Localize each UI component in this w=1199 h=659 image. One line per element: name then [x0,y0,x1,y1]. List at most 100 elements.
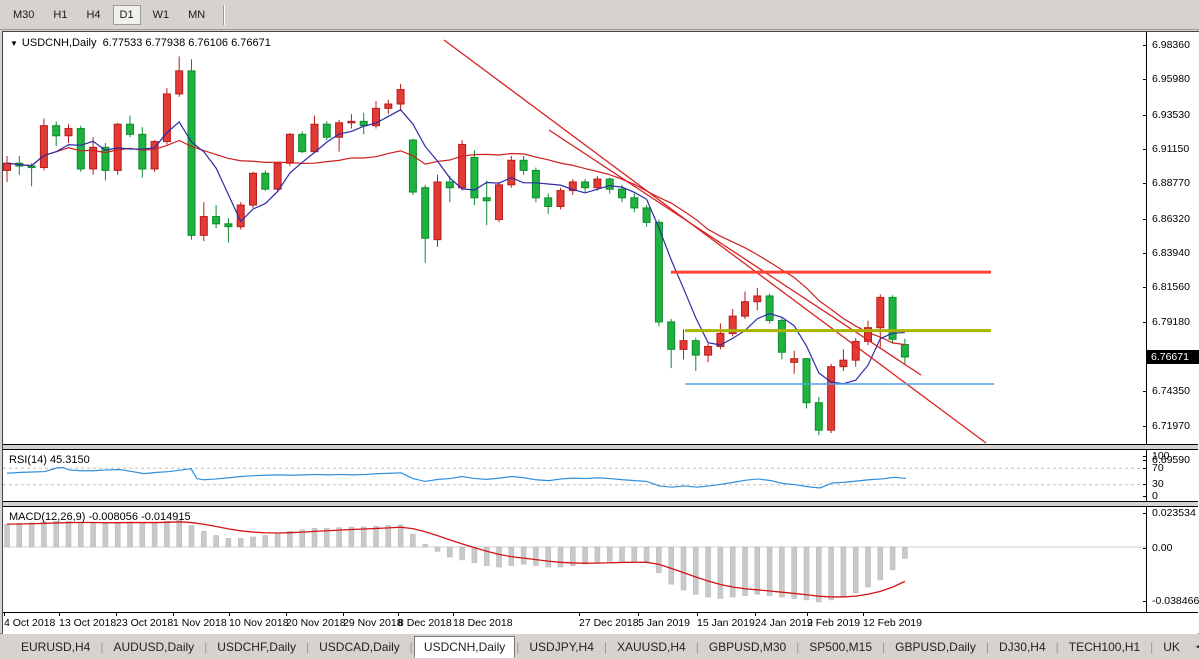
chart-window: ▼ USDCNH,Daily 6.77533 6.77938 6.76106 6.… [2,31,1199,634]
axis-label: 6.71970 [1152,420,1190,432]
descending-trendline[interactable] [443,39,987,444]
tab-gbpusd-m30[interactable]: GBPUSD,M30 [708,639,787,654]
macd-bar [902,546,908,559]
tab-usdjpy-h4[interactable]: USDJPY,H4 [529,639,594,654]
tab-separator: | [100,639,104,654]
tab-separator: | [985,639,989,654]
date-tick [116,613,117,616]
axis-tick [1143,183,1147,184]
macd-bar [483,546,490,566]
axis-label: 6.83940 [1152,247,1190,259]
tab-dj30-h4[interactable]: DJ30,H4 [998,639,1046,654]
tab-tech100-h1[interactable]: TECH100,H1 [1068,639,1141,654]
chart-title: ▼ USDCNH,Daily 6.77533 6.77938 6.76106 6.… [10,37,271,49]
candle-body [581,181,590,189]
macd-bar [16,523,23,548]
timeframe-button-mn[interactable]: MN [188,8,206,21]
rsi-panel[interactable] [3,450,1198,501]
candle-body [126,123,134,135]
macd-bar [766,546,773,596]
date-axis[interactable]: 4 Oct 2018 13 Oct 2018 23 Oct 2018 1 Nov 20… [3,612,1198,634]
chart-dropdown-icon[interactable]: ▼ [10,39,18,48]
macd-bar [803,546,810,601]
timeframe-button-d1[interactable]: D1 [112,4,141,25]
candle-body [236,204,245,228]
tab-separator: | [882,639,886,654]
tab-usdcnh-daily[interactable]: USDCNH,Daily [413,635,516,658]
macd-bar [287,531,293,548]
candle-body [27,165,36,169]
macd-bar [311,528,318,548]
tab-sp500-m15[interactable]: SP500,M15 [809,639,873,654]
tab-xauusd-h4[interactable]: XAUUSD,H4 [617,639,686,654]
candle-body [298,133,307,153]
macd-bar [533,546,539,566]
descending-trendline[interactable] [548,129,922,376]
candle-body [568,181,577,192]
tab-uk[interactable]: UK [1163,639,1180,654]
candle-body [777,319,786,353]
date-tick [807,613,808,616]
macd-bar [840,546,847,598]
tab-scroll-left-icon[interactable]: ◄ [1193,642,1199,651]
panel-splitter[interactable] [3,444,1198,450]
timeframe-button-h1[interactable]: H1 [53,8,68,21]
axis-label: 6.88770 [1152,177,1190,189]
date-axis-label: 10 Nov 2018 [229,617,289,629]
date-axis-label: 15 Jan 2019 [697,617,755,629]
macd-bar [102,523,109,548]
tab-usdchf-daily[interactable]: USDCHF,Daily [217,639,296,654]
candle-body [630,197,639,209]
candle-body [654,221,663,323]
candle-body [470,156,479,199]
tab-gbpusd-daily[interactable]: GBPUSD,Daily [895,639,976,654]
axis-tick [1143,513,1147,514]
axis-label: 6.93530 [1152,109,1190,121]
date-tick [697,613,698,616]
axis-tick [1143,253,1147,254]
candle-body [384,103,393,109]
tab-separator: | [1150,639,1154,654]
candle-body [519,159,528,171]
candle-body [728,315,737,334]
macd-bar [164,521,170,548]
tab-audusd-daily[interactable]: AUDUSD,Daily [113,639,195,654]
candle-body [445,181,454,189]
macd-bar [262,535,269,548]
tab-usdcad-daily[interactable]: USDCAD,Daily [319,639,400,654]
macd-bar [324,528,330,548]
price-axis[interactable]: 6.76671 6.98360 6.95980 6.93530 6.91150 6.88… [1143,32,1199,633]
macd-bar [397,524,404,548]
macd-bar [225,538,232,548]
axis-label: 70 [1152,462,1164,474]
date-axis-label: 5 Jan 2019 [638,617,690,629]
candle-body [396,89,405,105]
axis-label: 6.81560 [1152,281,1190,293]
candle-body [482,197,491,202]
date-axis-label: 24 Jan 2019 [755,617,813,629]
tab-eurusd-h4[interactable]: EURUSD,H4 [21,639,91,654]
panel-splitter[interactable] [3,501,1198,507]
candle-body [3,162,11,171]
axis-label: 0.023534 [1152,507,1196,519]
macd-bar [459,546,465,561]
candle-body [900,344,909,358]
macd-bar [471,546,478,563]
macd-bar [717,546,724,599]
date-tick [173,613,174,616]
macd-panel[interactable] [3,507,1198,612]
axis-tick [1143,468,1147,469]
main-chart[interactable] [3,32,1198,444]
macd-bar [865,546,871,588]
axis-label: 30 [1152,478,1164,490]
candle-body [876,296,885,329]
timeframe-button-h4[interactable]: H4 [86,8,101,21]
candle-body [851,340,860,361]
timeframe-button-m30[interactable]: M30 [13,8,35,21]
timeframe-button-w1[interactable]: W1 [152,8,170,21]
date-tick [286,613,287,616]
candle-body [335,122,344,138]
axis-label: 6.86320 [1152,213,1190,225]
axis-tick [1143,548,1147,549]
macd-bar [274,533,281,548]
